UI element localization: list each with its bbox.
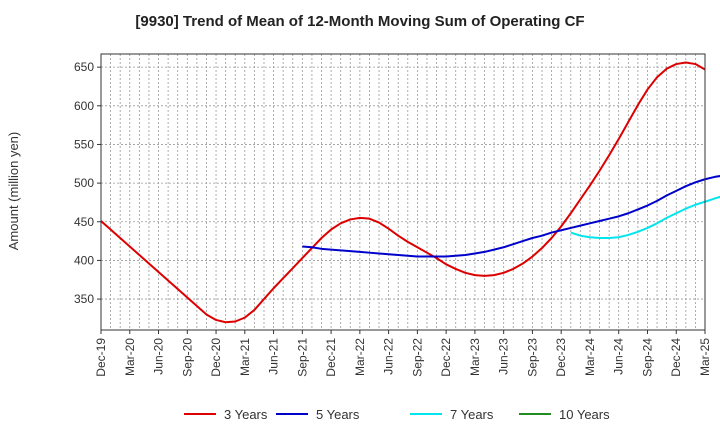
x-tick-label-Sep-24: Sep-24 <box>640 338 654 377</box>
x-tick-label-Mar-23: Mar-23 <box>468 338 482 376</box>
chart-title: [9930] Trend of Mean of 12-Month Moving … <box>135 13 584 30</box>
x-tick-label-Jun-24: Jun-24 <box>612 338 626 375</box>
y-tick-label-550: 550 <box>74 137 94 151</box>
y-axis-ticks: 350 400 450 500 550 600 650 <box>74 60 101 306</box>
x-tick-label-Dec-21: Dec-21 <box>324 338 338 377</box>
legend-label-3-years: 3 Years <box>224 407 268 422</box>
x-tick-label-Mar-22: Mar-22 <box>353 338 367 376</box>
x-tick-label-Mar-20: Mar-20 <box>123 338 137 376</box>
legend: 3 Years 5 Years 7 Years 10 Years <box>184 407 610 422</box>
series-line-5-years <box>302 175 720 258</box>
x-tick-label-Mar-24: Mar-24 <box>583 338 597 376</box>
x-tick-label-Sep-23: Sep-23 <box>525 338 539 377</box>
x-tick-label-Mar-25: Mar-25 <box>698 338 712 376</box>
y-tick-label-450: 450 <box>74 215 94 229</box>
legend-label-10-years: 10 Years <box>559 407 610 422</box>
x-tick-label-Dec-23: Dec-23 <box>554 338 568 377</box>
series-lines <box>100 61 720 324</box>
x-tick-label-Jun-23: Jun-23 <box>497 338 511 375</box>
series-line-7-years <box>570 195 720 239</box>
y-axis-label: Amount (million yen) <box>6 132 21 251</box>
x-tick-label-Jun-21: Jun-21 <box>267 338 281 375</box>
x-tick-label-Dec-19: Dec-19 <box>94 338 108 377</box>
y-tick-label-400: 400 <box>74 253 94 267</box>
grid-lines <box>101 54 705 330</box>
x-tick-label-Sep-20: Sep-20 <box>180 338 194 377</box>
y-tick-label-650: 650 <box>74 60 94 74</box>
x-tick-label-Dec-24: Dec-24 <box>669 338 683 377</box>
x-tick-label-Sep-21: Sep-21 <box>295 338 309 377</box>
x-tick-label-Sep-22: Sep-22 <box>410 338 424 377</box>
y-tick-label-500: 500 <box>74 176 94 190</box>
x-tick-label-Jun-20: Jun-20 <box>152 338 166 375</box>
x-axis-ticks: Dec-19 Mar-20 Jun-20 Sep-20 Dec-20 Mar-21 Jun-… <box>94 330 712 377</box>
y-tick-label-600: 600 <box>74 99 94 113</box>
legend-label-5-years: 5 Years <box>316 407 360 422</box>
legend-label-7-years: 7 Years <box>450 407 494 422</box>
plot-frame <box>100 53 706 331</box>
x-tick-label-Dec-22: Dec-22 <box>439 338 453 377</box>
x-tick-label-Mar-21: Mar-21 <box>238 338 252 376</box>
series-line-3-years <box>100 61 706 324</box>
y-tick-label-350: 350 <box>74 292 94 306</box>
x-tick-label-Dec-20: Dec-20 <box>209 338 223 377</box>
x-tick-label-Jun-22: Jun-22 <box>382 338 396 375</box>
